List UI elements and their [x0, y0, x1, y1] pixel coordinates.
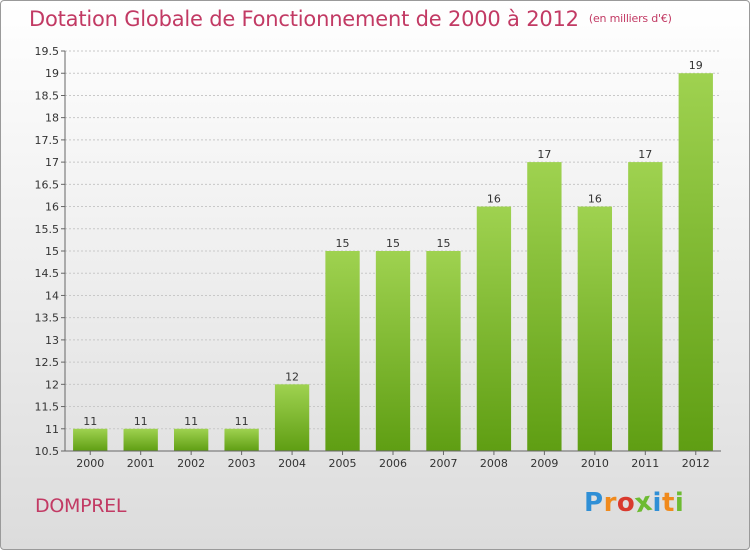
- x-tick-label-2004: 2004: [278, 457, 306, 470]
- x-tick-label-2012: 2012: [682, 457, 710, 470]
- bar-2006: [375, 251, 411, 451]
- data-labels: 11 11 11 11 12 15 15 15 16 17 16 17 19: [83, 59, 703, 428]
- x-tick-label-2007: 2007: [429, 457, 457, 470]
- x-tick-label-2002: 2002: [177, 457, 205, 470]
- bar-2008: [476, 206, 512, 451]
- x-tick-label-2010: 2010: [581, 457, 609, 470]
- x-tick-label-2008: 2008: [480, 457, 508, 470]
- data-label-2012: 19: [689, 59, 703, 72]
- data-label-2005: 15: [336, 237, 350, 250]
- x-tick-label-2000: 2000: [76, 457, 104, 470]
- data-label-2003: 11: [235, 415, 249, 428]
- axes: 10.5 11 11.5 12 12.5 13 13.5 14 14.5 15 15.5 16 16.5…: [35, 45, 721, 470]
- y-tick-label: 15: [45, 245, 59, 258]
- y-tick-label: 19.5: [35, 45, 60, 58]
- bar-2000: [73, 428, 108, 451]
- proxiti-logo: Proxiti: [584, 486, 685, 520]
- bar-2007: [426, 251, 461, 451]
- x-tick-label-2003: 2003: [228, 457, 256, 470]
- y-tick-label: 17: [45, 156, 59, 169]
- data-label-2001: 11: [134, 415, 148, 428]
- data-label-2000: 11: [83, 415, 97, 428]
- data-label-2006: 15: [386, 237, 400, 250]
- y-tick-label: 11: [45, 423, 59, 436]
- x-tick-label-2009: 2009: [530, 457, 558, 470]
- bar-2003: [224, 428, 259, 451]
- bar-2005: [325, 251, 360, 451]
- data-label-2002: 11: [184, 415, 198, 428]
- y-tick-label: 14.5: [35, 267, 60, 280]
- bar-2004: [274, 384, 310, 451]
- y-tick-label: 13: [45, 334, 59, 347]
- bar-2009: [527, 162, 562, 451]
- bar-2002: [173, 428, 209, 451]
- x-tick-label-2001: 2001: [127, 457, 155, 470]
- data-label-2010: 16: [588, 193, 602, 206]
- bar-2012: [678, 73, 713, 451]
- data-label-2004: 12: [285, 370, 299, 383]
- data-label-2007: 15: [436, 237, 450, 250]
- commune-name: DOMPREL: [35, 495, 127, 517]
- y-tick-label: 12.5: [35, 356, 60, 369]
- y-tick-label: 17.5: [35, 134, 60, 147]
- bar-2001: [123, 428, 158, 451]
- chart-title-text: Dotation Globale de Fonctionnement de 20…: [29, 7, 579, 31]
- data-label-2009: 17: [537, 148, 551, 161]
- x-tick-label-2005: 2005: [329, 457, 357, 470]
- y-tick-label: 16.5: [35, 178, 60, 191]
- x-tick-label-2011: 2011: [631, 457, 659, 470]
- data-label-2008: 16: [487, 193, 501, 206]
- bar-2011: [628, 162, 663, 451]
- y-tick-label: 16: [45, 201, 59, 214]
- y-tick-label: 12: [45, 378, 59, 391]
- data-label-2011: 17: [638, 148, 652, 161]
- y-tick-label: 14: [45, 289, 59, 302]
- y-tick-label: 18.5: [35, 89, 60, 102]
- y-tick-label: 13.5: [35, 312, 60, 325]
- y-tick-label: 19: [45, 67, 59, 80]
- y-tick-label: 15.5: [35, 223, 60, 236]
- y-tick-label: 10.5: [35, 445, 60, 458]
- bar-2010: [577, 206, 613, 451]
- bars: [73, 73, 713, 451]
- chart-title: Dotation Globale de Fonctionnement de 20…: [29, 7, 672, 31]
- y-tick-label: 11.5: [35, 401, 60, 414]
- x-tick-label-2006: 2006: [379, 457, 407, 470]
- chart-subtitle: (en milliers d'€): [588, 12, 672, 25]
- y-tick-label: 18: [45, 112, 59, 125]
